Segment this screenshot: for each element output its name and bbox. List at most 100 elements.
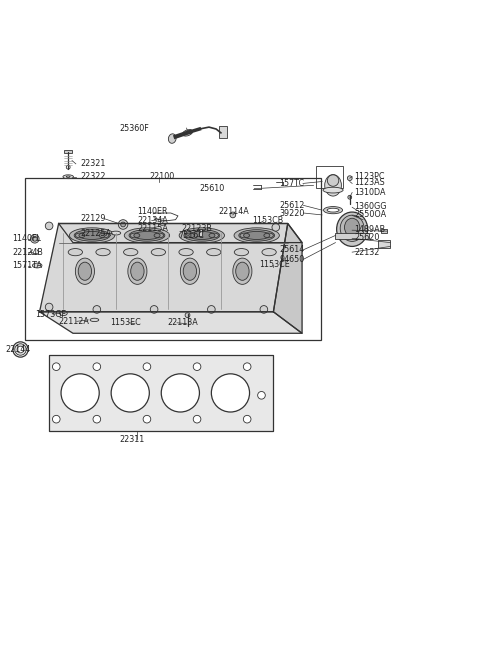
Circle shape: [61, 374, 99, 412]
Circle shape: [143, 363, 151, 371]
Bar: [49, 355, 274, 431]
Ellipse shape: [189, 231, 215, 240]
Ellipse shape: [345, 218, 360, 237]
Text: 1140ER: 1140ER: [137, 207, 168, 216]
Ellipse shape: [128, 258, 147, 284]
Text: 1310DA: 1310DA: [355, 187, 386, 196]
Ellipse shape: [123, 248, 138, 256]
Text: 39220: 39220: [280, 208, 305, 217]
Circle shape: [258, 392, 265, 399]
Text: 22311: 22311: [120, 435, 145, 443]
Text: 1153CB: 1153CB: [252, 216, 283, 225]
Text: 22144: 22144: [5, 345, 30, 354]
Text: 1153EC: 1153EC: [110, 318, 141, 327]
Ellipse shape: [96, 248, 110, 256]
Ellipse shape: [323, 187, 343, 193]
Ellipse shape: [129, 230, 165, 241]
Circle shape: [348, 176, 352, 181]
Circle shape: [348, 195, 352, 199]
Ellipse shape: [262, 248, 276, 256]
Ellipse shape: [206, 248, 221, 256]
Ellipse shape: [234, 228, 279, 243]
Ellipse shape: [184, 230, 220, 241]
Circle shape: [260, 306, 268, 313]
Ellipse shape: [134, 231, 160, 240]
Circle shape: [193, 363, 201, 371]
Text: 25612: 25612: [280, 201, 305, 210]
Circle shape: [272, 223, 280, 231]
Text: 1123AS: 1123AS: [355, 179, 385, 187]
Ellipse shape: [75, 258, 95, 284]
Bar: [199, 229, 202, 236]
Ellipse shape: [78, 262, 92, 281]
Text: 22114A: 22114A: [218, 207, 249, 216]
Text: 25620: 25620: [355, 233, 380, 242]
Text: 22134A: 22134A: [137, 216, 168, 225]
Ellipse shape: [180, 258, 199, 284]
Ellipse shape: [182, 129, 192, 136]
Circle shape: [45, 222, 53, 230]
Circle shape: [211, 374, 250, 412]
Circle shape: [45, 304, 53, 311]
Text: 1489AB: 1489AB: [355, 225, 385, 234]
Circle shape: [185, 313, 190, 317]
Circle shape: [207, 306, 215, 313]
Text: 2550OA: 2550OA: [355, 210, 387, 219]
Ellipse shape: [183, 262, 197, 281]
Text: 22125A: 22125A: [81, 229, 112, 238]
Circle shape: [15, 344, 26, 355]
Text: 94650: 94650: [280, 255, 305, 264]
Text: 1571TA: 1571TA: [12, 261, 42, 270]
Ellipse shape: [179, 228, 225, 243]
Ellipse shape: [168, 134, 176, 143]
Ellipse shape: [90, 318, 99, 321]
Ellipse shape: [236, 262, 249, 281]
Circle shape: [143, 415, 151, 423]
Text: 22124B: 22124B: [12, 248, 43, 257]
Text: 22132: 22132: [355, 248, 380, 257]
Text: 1140FL: 1140FL: [12, 235, 41, 243]
Bar: [64, 150, 72, 153]
Circle shape: [111, 374, 149, 412]
Text: 22113A: 22113A: [168, 318, 198, 327]
Text: 1123PC: 1123PC: [355, 171, 385, 181]
Circle shape: [243, 363, 251, 371]
Bar: [378, 240, 390, 248]
Circle shape: [13, 342, 28, 357]
Text: 25610: 25610: [200, 184, 225, 193]
Ellipse shape: [111, 231, 120, 235]
Circle shape: [161, 374, 199, 412]
Ellipse shape: [151, 248, 166, 256]
Ellipse shape: [233, 258, 252, 284]
Ellipse shape: [324, 175, 341, 196]
Ellipse shape: [131, 262, 144, 281]
Text: 7516C: 7516C: [178, 231, 204, 240]
Bar: [218, 125, 227, 137]
Text: 1360GG: 1360GG: [355, 202, 387, 212]
Text: 22321: 22321: [81, 160, 106, 168]
Circle shape: [31, 235, 39, 243]
Ellipse shape: [60, 311, 67, 315]
Bar: [25, 178, 321, 340]
Ellipse shape: [68, 248, 83, 256]
Circle shape: [93, 415, 101, 423]
Ellipse shape: [63, 175, 73, 179]
Bar: [381, 229, 386, 233]
Text: 22322: 22322: [81, 172, 106, 181]
Ellipse shape: [234, 248, 249, 256]
Text: 157TC: 157TC: [280, 179, 305, 188]
Circle shape: [52, 363, 60, 371]
Text: 22115A: 22115A: [137, 224, 168, 233]
Ellipse shape: [33, 263, 42, 268]
Text: 25360F: 25360F: [120, 124, 149, 133]
Ellipse shape: [124, 228, 169, 243]
Text: 22100: 22100: [149, 172, 175, 181]
Ellipse shape: [179, 248, 193, 256]
Ellipse shape: [327, 208, 339, 212]
Circle shape: [120, 222, 125, 227]
Circle shape: [193, 415, 201, 423]
Text: 22123B: 22123B: [182, 224, 213, 233]
Polygon shape: [39, 223, 288, 312]
Polygon shape: [59, 223, 302, 242]
Circle shape: [230, 212, 236, 217]
